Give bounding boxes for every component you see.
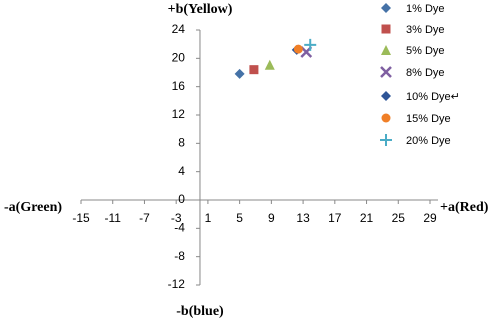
x-tick-label: 1	[205, 211, 212, 225]
legend-marker	[381, 24, 391, 34]
y-tick-label: 12	[172, 107, 186, 121]
x-right-label: +a(Red)	[440, 200, 489, 215]
legend-marker	[381, 91, 391, 101]
x-tick-label: 25	[392, 211, 406, 225]
y-tick-label: 24	[172, 22, 186, 36]
x-tick-label: -7	[139, 211, 150, 225]
legend-marker	[381, 113, 391, 123]
legend-label: 3% Dye	[406, 24, 445, 36]
legend-marker	[381, 45, 391, 55]
y-tick-label: 4	[178, 164, 185, 178]
point	[293, 44, 303, 54]
x-tick-label: 21	[360, 211, 374, 225]
y-tick-label: 8	[178, 136, 185, 150]
legend-marker	[381, 3, 391, 13]
legend-label: 10% Dye↵	[406, 91, 460, 103]
x-tick-label: 5	[236, 211, 243, 225]
legend-label: 15% Dye	[406, 113, 451, 125]
x-tick-label: 17	[328, 211, 342, 225]
y-tick-label: 20	[172, 51, 186, 65]
x-tick-label: -3	[171, 211, 182, 225]
y-bottom-label: -b(blue)	[176, 304, 224, 319]
x-tick-label: 9	[268, 211, 275, 225]
x-tick-label: 29	[423, 211, 437, 225]
y-tick-label: -8	[174, 249, 185, 263]
y-tick-label: -12	[168, 277, 186, 291]
y-tick-label: 0	[178, 192, 185, 206]
x-tick-label: 13	[296, 211, 310, 225]
y-top-label: +b(Yellow)	[168, 2, 233, 17]
legend-label: 1% Dye	[406, 3, 445, 15]
point	[304, 38, 317, 51]
x-tick-label: -11	[105, 211, 122, 225]
x-tick-label: -15	[72, 211, 90, 225]
y-tick-label: -4	[174, 221, 185, 235]
legend-label: 8% Dye	[406, 67, 445, 79]
legend-marker	[380, 134, 392, 146]
point	[249, 65, 259, 75]
y-tick-label: 16	[172, 79, 186, 93]
x-left-label: -a(Green)	[4, 200, 62, 215]
legend-label: 20% Dye	[406, 135, 451, 147]
point	[234, 68, 245, 79]
legend-marker	[380, 66, 392, 78]
legend-label: 5% Dye	[406, 45, 445, 57]
point	[264, 59, 275, 70]
